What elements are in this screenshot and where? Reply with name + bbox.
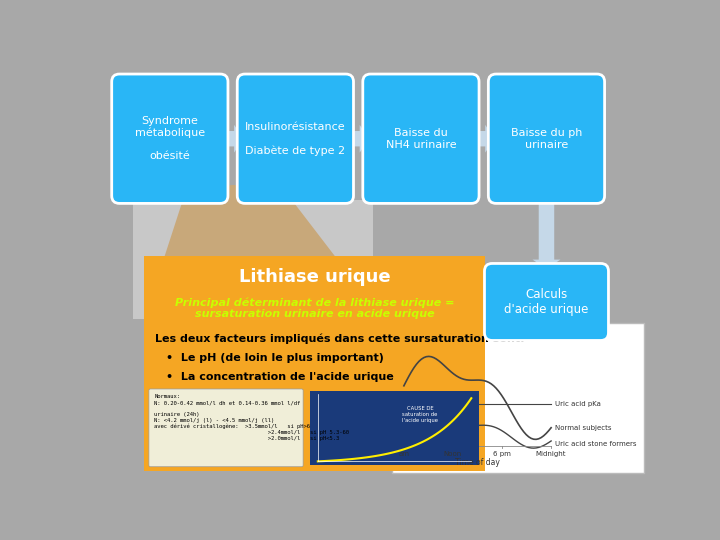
Text: Insulinorésistance

Diabète de type 2: Insulinorésistance Diabète de type 2 <box>245 122 346 156</box>
FancyBboxPatch shape <box>238 74 354 204</box>
Text: Time of day: Time of day <box>455 458 500 467</box>
FancyBboxPatch shape <box>485 264 608 340</box>
FancyBboxPatch shape <box>392 323 644 473</box>
Text: am: am <box>398 450 410 456</box>
Text: Uric acid stone formers: Uric acid stone formers <box>555 441 636 447</box>
Text: Baisse du
NH4 urinaire: Baisse du NH4 urinaire <box>386 128 456 150</box>
FancyBboxPatch shape <box>310 390 479 465</box>
FancyBboxPatch shape <box>363 74 479 204</box>
Text: Uric acid pKa: Uric acid pKa <box>555 401 601 407</box>
Circle shape <box>214 186 253 224</box>
Text: •  Le pH (de loin le plus important): • Le pH (de loin le plus important) <box>166 353 384 363</box>
Polygon shape <box>144 200 354 319</box>
Text: Les deux facteurs impliqués dans cette sursaturation sont:: Les deux facteurs impliqués dans cette s… <box>155 334 525 344</box>
Text: Calculs
d'acide urique: Calculs d'acide urique <box>504 288 589 316</box>
Text: Midnight: Midnight <box>536 450 567 456</box>
Text: Baisse du ph
urinaire: Baisse du ph urinaire <box>510 128 582 150</box>
Text: Syndrome
métabolique

obésité: Syndrome métabolique obésité <box>135 116 205 161</box>
Polygon shape <box>347 125 369 153</box>
Text: CAUSE DE
saturation de
l'acide urique: CAUSE DE saturation de l'acide urique <box>402 406 438 422</box>
Text: Lithiase urique: Lithiase urique <box>239 268 390 286</box>
FancyBboxPatch shape <box>488 74 605 204</box>
Text: Noon: Noon <box>444 450 462 456</box>
FancyBboxPatch shape <box>112 74 228 204</box>
Text: Principal déterminant de la lithiase urique =
sursaturation urinaire en acide ur: Principal déterminant de la lithiase uri… <box>175 297 454 319</box>
Polygon shape <box>533 197 560 269</box>
Text: Normaux:
N: 0.20-0.42 mmol/l dh et 0.14-0.36 mmol l/df

urinaire (24h)
N: <4.2 m: Normaux: N: 0.20-0.42 mmol/l dh et 0.14-… <box>154 394 349 441</box>
Text: 6 pm: 6 pm <box>493 450 511 456</box>
Text: Normal subjects: Normal subjects <box>555 424 611 431</box>
Text: •  La concentration de l'acide urique: • La concentration de l'acide urique <box>166 373 394 382</box>
Polygon shape <box>473 125 495 153</box>
Polygon shape <box>222 125 243 153</box>
FancyBboxPatch shape <box>144 256 485 471</box>
FancyBboxPatch shape <box>132 200 373 319</box>
FancyBboxPatch shape <box>149 389 303 467</box>
Ellipse shape <box>171 242 295 319</box>
